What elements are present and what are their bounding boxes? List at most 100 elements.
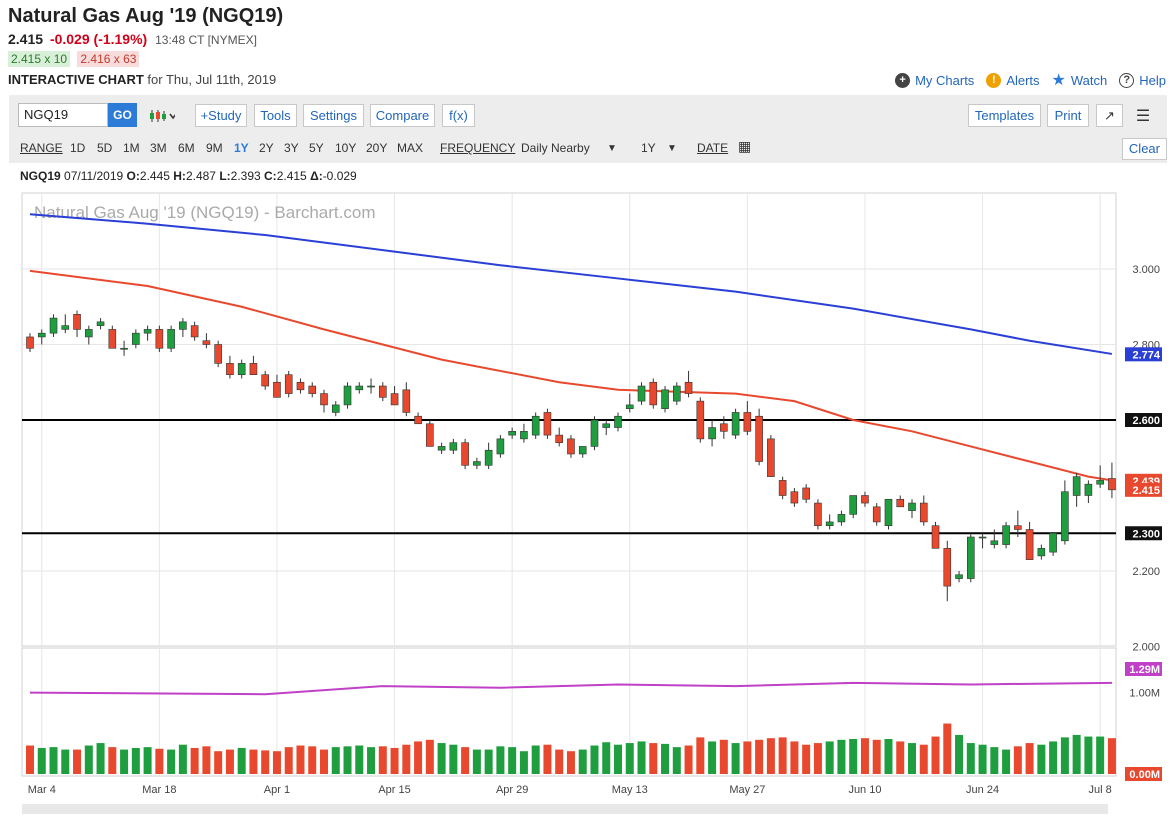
ask-value: 2.416 x 63 (77, 51, 140, 67)
volume-bar (1013, 746, 1022, 774)
range-max[interactable]: MAX (397, 141, 424, 155)
expand-button[interactable]: ↗ (1096, 104, 1123, 127)
volume-bar (402, 744, 411, 774)
frequency-select[interactable]: Daily Nearby (521, 141, 590, 155)
quote-line: 2.415 -0.029 (-1.19%) 13:48 CT [NYMEX] (8, 31, 257, 47)
volume-bar (1025, 743, 1034, 774)
range-5y[interactable]: 5Y (309, 141, 324, 155)
candle-body (778, 480, 787, 496)
volume-bar (237, 747, 246, 774)
date-label[interactable]: DATE (697, 141, 729, 155)
candle-body (155, 329, 164, 349)
candle-body (167, 329, 175, 349)
chevron-down-icon[interactable]: ▼ (667, 143, 677, 154)
ohlc-open: 2.445 (139, 169, 170, 183)
candle-body (837, 514, 846, 523)
candle-body (461, 442, 469, 466)
volume-bar (37, 747, 46, 774)
range-5d[interactable]: 5D (97, 141, 113, 155)
candle-body (414, 415, 422, 425)
chart-watermark: Natural Gas Aug '19 (NGQ19) - Barchart.c… (34, 203, 376, 222)
volume-bar (508, 747, 517, 774)
price-label-box (1125, 347, 1162, 362)
chart-type-button[interactable] (143, 104, 181, 127)
volume-label-box (1125, 662, 1162, 676)
tools-button[interactable]: Tools (254, 104, 297, 127)
volume-bar (378, 746, 387, 774)
volume-bar (802, 744, 811, 774)
alerts-link[interactable]: ! Alerts (986, 70, 1040, 90)
volume-bar (367, 747, 376, 774)
volume-bar (272, 751, 281, 774)
price-label: 2.600 (1132, 415, 1160, 427)
compare-button[interactable]: Compare (370, 104, 435, 127)
frequency-label: FREQUENCY (440, 141, 516, 155)
volume-bar (860, 738, 869, 774)
calendar-icon[interactable]: ▦ (738, 138, 752, 154)
my-charts-link[interactable]: + My Charts (895, 70, 974, 90)
templates-button[interactable]: Templates (968, 104, 1041, 127)
range-bar: RANGE 1D 5D 1M 3M 6M 9M 1Y 2Y 3Y 5Y 10Y … (9, 135, 1167, 163)
volume-label: 1.00M (1129, 688, 1160, 700)
last-price: 2.415 (8, 31, 44, 47)
candle-body (672, 385, 681, 402)
volume-bar (1072, 734, 1081, 774)
volume-bar (61, 749, 70, 774)
period-select[interactable]: 1Y (641, 141, 656, 155)
candle-body (1002, 525, 1010, 545)
volume-bar (743, 741, 752, 774)
candle-body (1072, 476, 1081, 496)
range-6m[interactable]: 6M (178, 141, 195, 155)
range-2y[interactable]: 2Y (259, 141, 274, 155)
volume-bar (1049, 741, 1058, 774)
symbol-input[interactable]: NGQ19 (18, 103, 108, 127)
price-chart[interactable]: Mar 4 Mar 18 Apr 1 Apr 15 Apr 29 May 13 May 27… (0, 190, 1176, 818)
x-tick-label: May 13 (612, 784, 648, 796)
candle-body (1061, 491, 1069, 542)
candle-body (390, 393, 399, 406)
volume-bar (778, 737, 787, 774)
function-button[interactable]: f(x) (442, 104, 475, 127)
range-3m[interactable]: 3M (150, 141, 167, 155)
volume-bar (790, 741, 799, 774)
range-20y[interactable]: 20Y (366, 141, 388, 155)
volume-bar (414, 741, 423, 774)
clear-button[interactable]: Clear (1121, 138, 1167, 160)
price-label: 2.415 (1132, 485, 1160, 497)
volume-bar (496, 746, 505, 774)
y-tick-label: 2.200 (1132, 566, 1160, 578)
help-link[interactable]: ? Help (1119, 70, 1166, 90)
candle-body (625, 404, 634, 409)
moving-average-short (29, 269, 1113, 482)
moving-average-long (29, 213, 1113, 355)
candle-body (884, 498, 893, 526)
settings-button[interactable]: Settings (303, 104, 364, 127)
range-3y[interactable]: 3Y (284, 141, 299, 155)
range-1m[interactable]: 1M (123, 141, 140, 155)
chart-scrollbar[interactable] (22, 804, 1108, 814)
candle-body (1049, 532, 1057, 553)
ohlc-close-label: C: (264, 169, 277, 183)
range-1d[interactable]: 1D (70, 141, 86, 155)
volume-bar (355, 745, 364, 774)
volume-bar (813, 743, 822, 774)
candle-body (120, 347, 128, 350)
volume-bar (1037, 744, 1046, 774)
study-button[interactable]: +Study (195, 104, 247, 127)
volume-bar (296, 745, 305, 774)
volume-bar (73, 749, 82, 774)
volume-bar (343, 746, 352, 774)
candle-body (990, 540, 999, 545)
range-10y[interactable]: 10Y (335, 141, 357, 155)
range-1y[interactable]: 1Y (234, 141, 249, 155)
chevron-down-icon[interactable]: ▼ (607, 143, 617, 154)
print-button[interactable]: Print (1047, 104, 1089, 127)
volume-bar (708, 741, 717, 774)
go-button[interactable]: GO (108, 103, 137, 127)
candle-body (1096, 480, 1104, 485)
range-9m[interactable]: 9M (206, 141, 223, 155)
watch-link[interactable]: ★ Watch (1052, 70, 1108, 90)
candle-body (108, 329, 117, 349)
top-links: + My Charts ! Alerts ★ Watch ? Help (895, 70, 1166, 90)
menu-button[interactable]: ☰ (1135, 107, 1151, 125)
